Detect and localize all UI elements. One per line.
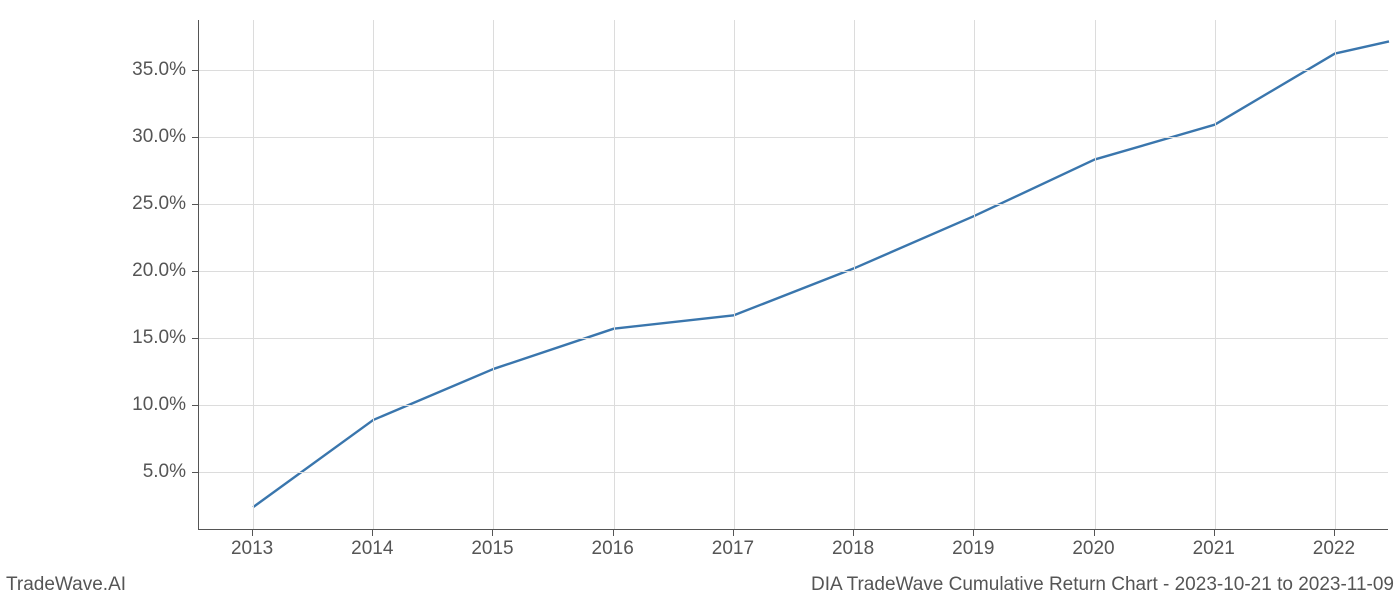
y-tick-label: 30.0% <box>132 126 186 148</box>
y-tick-mark <box>192 472 198 473</box>
y-tick-mark <box>192 338 198 339</box>
gridline-vertical <box>373 20 374 529</box>
x-tick-mark <box>252 530 253 536</box>
footer-right-text: DIA TradeWave Cumulative Return Chart - … <box>811 574 1394 596</box>
gridline-vertical <box>1215 20 1216 529</box>
gridline-vertical <box>734 20 735 529</box>
gridline-horizontal <box>199 472 1388 473</box>
x-tick-mark <box>973 530 974 536</box>
gridline-horizontal <box>199 70 1388 71</box>
x-tick-mark <box>613 530 614 536</box>
x-tick-label: 2014 <box>351 538 393 560</box>
x-tick-mark <box>372 530 373 536</box>
gridline-horizontal <box>199 338 1388 339</box>
plot-area <box>198 20 1388 530</box>
y-tick-label: 10.0% <box>132 394 186 416</box>
x-tick-label: 2017 <box>712 538 754 560</box>
y-tick-label: 35.0% <box>132 59 186 81</box>
x-tick-label: 2020 <box>1072 538 1114 560</box>
y-tick-mark <box>192 405 198 406</box>
y-tick-label: 15.0% <box>132 327 186 349</box>
return-line <box>253 41 1389 507</box>
y-tick-mark <box>192 204 198 205</box>
gridline-horizontal <box>199 204 1388 205</box>
gridline-horizontal <box>199 405 1388 406</box>
gridline-vertical <box>974 20 975 529</box>
x-tick-label: 2019 <box>952 538 994 560</box>
gridline-vertical <box>614 20 615 529</box>
x-tick-mark <box>1334 530 1335 536</box>
x-tick-label: 2022 <box>1313 538 1355 560</box>
y-tick-mark <box>192 271 198 272</box>
y-tick-label: 5.0% <box>143 461 186 483</box>
y-tick-label: 25.0% <box>132 193 186 215</box>
gridline-vertical <box>253 20 254 529</box>
gridline-vertical <box>1335 20 1336 529</box>
gridline-horizontal <box>199 137 1388 138</box>
x-tick-label: 2013 <box>231 538 273 560</box>
x-tick-mark <box>1214 530 1215 536</box>
x-tick-label: 2018 <box>832 538 874 560</box>
gridline-horizontal <box>199 271 1388 272</box>
y-tick-label: 20.0% <box>132 260 186 282</box>
gridline-vertical <box>854 20 855 529</box>
x-tick-mark <box>853 530 854 536</box>
chart-container: TradeWave.AI DIA TradeWave Cumulative Re… <box>0 0 1400 600</box>
x-tick-label: 2015 <box>471 538 513 560</box>
x-tick-label: 2021 <box>1193 538 1235 560</box>
line-series <box>199 20 1389 530</box>
x-tick-mark <box>1094 530 1095 536</box>
footer-left-text: TradeWave.AI <box>6 574 126 596</box>
y-tick-mark <box>192 137 198 138</box>
gridline-vertical <box>493 20 494 529</box>
x-tick-mark <box>492 530 493 536</box>
x-tick-label: 2016 <box>592 538 634 560</box>
y-tick-mark <box>192 70 198 71</box>
gridline-vertical <box>1095 20 1096 529</box>
x-tick-mark <box>733 530 734 536</box>
